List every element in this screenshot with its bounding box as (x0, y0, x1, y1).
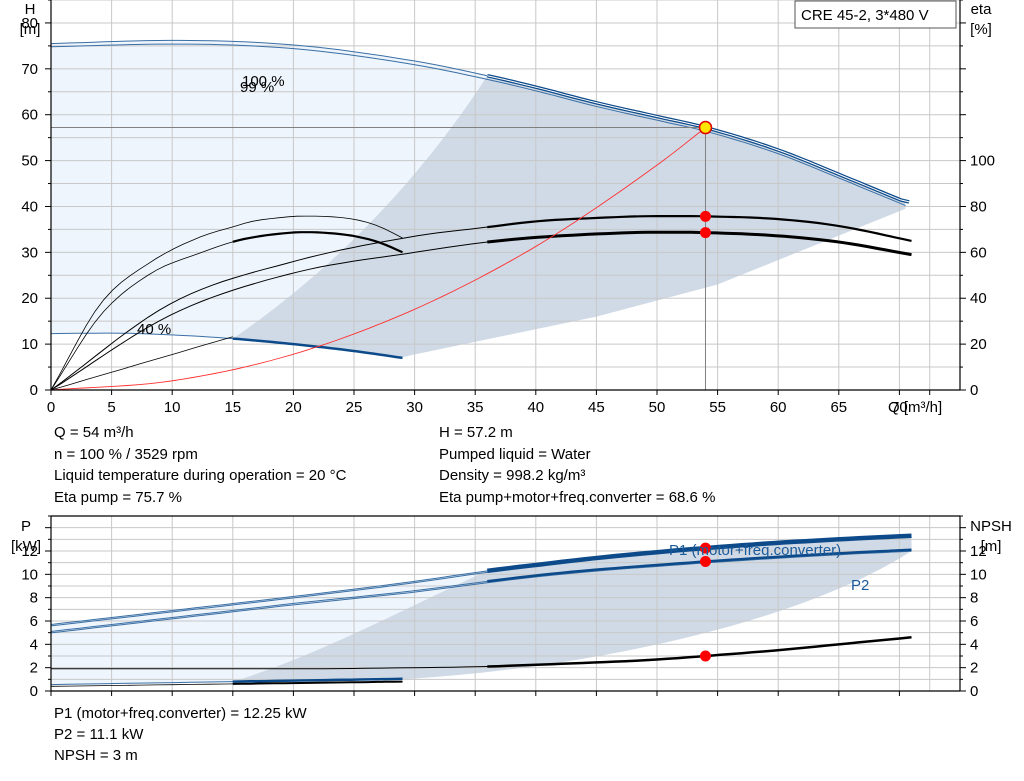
info-p1: P1 (motor+freq.converter) = 12.25 kW (54, 705, 307, 722)
info-q: Q = 54 m³/h (54, 424, 134, 441)
curve-eta-total-operating (487, 230, 912, 257)
operating-point-p1 (699, 542, 711, 554)
y-tick-label: 12 (21, 543, 38, 560)
info-temp: Liquid temperature during operation = 20… (54, 467, 347, 484)
curve-p1-40-operating (232, 677, 403, 683)
y-tick-label: 8 (30, 590, 38, 607)
operating-point-head (698, 120, 713, 135)
y2-tick-label: 4 (970, 636, 978, 653)
x-tick-label: 35 (467, 399, 484, 416)
y-left-label-h: H (25, 1, 36, 18)
curve-eta-edge (50, 336, 233, 391)
y-tick-label: 30 (21, 244, 38, 261)
info-eta-pump: Eta pump = 75.7 % (54, 489, 182, 506)
area-power-recommended (232, 535, 912, 682)
speed-label-40: 40 % (137, 321, 171, 338)
operating-point-p2 (699, 556, 711, 567)
y-tick-label: 50 (21, 153, 38, 170)
info-npsh: NPSH = 3 m (54, 747, 138, 764)
x-tick-label: 45 (588, 399, 605, 416)
y-tick-label: 6 (30, 613, 38, 630)
curve-p2-99 (50, 550, 912, 634)
curve-p1-operating (487, 533, 912, 574)
y2-tick-label: 6 (970, 613, 978, 630)
system-curve (50, 127, 706, 391)
x-tick-label: 40 (527, 399, 544, 416)
curve-npsh-operating (487, 636, 912, 668)
y-right-label-eta: eta (971, 1, 993, 18)
x-tick-label: 10 (164, 399, 181, 416)
info-p2: P2 = 11.1 kW (54, 726, 144, 743)
area-recommended-range (232, 75, 906, 357)
title-box (794, 0, 957, 29)
x-tick-label: 60 (770, 399, 787, 416)
y2-tick-label: 40 (970, 290, 987, 307)
operating-point-eta-total (699, 227, 711, 239)
info-liquid: Pumped liquid = Water (439, 446, 591, 463)
curve-100-percent-highlight (487, 75, 910, 203)
x-tick-label: 70 (891, 399, 908, 416)
x-axis-label: Q [m³/h] (888, 399, 942, 416)
curve-eta-total-40-operating (232, 231, 403, 254)
y-right-label-npsh-unit: [m] (981, 538, 1002, 555)
y-tick-label: 40 (21, 198, 38, 215)
x-tick-label: 50 (649, 399, 666, 416)
x-tick-label: 20 (285, 399, 302, 416)
title-box-text: CRE 45-2, 3*480 V (801, 7, 929, 24)
y2-tick-label: 0 (970, 382, 978, 399)
p2-curve-label: P2 (851, 577, 869, 594)
y-tick-label: 20 (21, 290, 38, 307)
y-tick-label: 10 (21, 336, 38, 353)
info-density: Density = 998.2 kg/m³ (439, 467, 586, 484)
x-tick-label: 25 (346, 399, 363, 416)
y-tick-label: 80 (21, 15, 38, 32)
y-tick-label: 2 (30, 660, 38, 677)
curve-p2-40-operating (232, 680, 403, 685)
y-right-label-npsh: NPSH (970, 518, 1012, 535)
y2-tick-label: 12 (970, 543, 987, 560)
y-right-label-eta-unit: [%] (970, 21, 992, 38)
curve-99-percent (50, 43, 906, 207)
y2-tick-label: 2 (970, 660, 978, 677)
y2-tick-label: 10 (970, 566, 987, 583)
y2-tick-label: 0 (970, 683, 978, 700)
x-tick-label: 15 (224, 399, 241, 416)
y-tick-label: 4 (30, 636, 38, 653)
y2-tick-label: 80 (970, 198, 987, 215)
x-tick-label: 30 (406, 399, 423, 416)
y-tick-label: 70 (21, 61, 38, 78)
y-tick-label: 0 (30, 683, 38, 700)
x-tick-label: 5 (107, 399, 115, 416)
info-n: n = 100 % / 3529 rpm (54, 446, 198, 463)
p1-curve-label: P1 (motor+freq.converter) (669, 542, 841, 559)
curve-eta-pump-40 (50, 215, 403, 391)
y2-tick-label: 20 (970, 336, 987, 353)
y2-tick-label: 8 (970, 590, 978, 607)
y2-tick-label: 60 (970, 244, 987, 261)
y-left-label-p-unit: [kW] (11, 538, 41, 555)
x-tick-label: 0 (47, 399, 55, 416)
x-tick-label: 55 (709, 399, 726, 416)
x-tick-label: 65 (830, 399, 847, 416)
info-eta-total: Eta pump+motor+freq.converter = 68.6 % (439, 489, 716, 506)
y-tick-label: 0 (30, 382, 38, 399)
speed-label-100: 100 % (242, 73, 285, 90)
y-left-label-p: P (21, 518, 31, 535)
curve-p2-operating (487, 548, 912, 583)
curve-eta-pump-operating (487, 215, 912, 242)
y-tick-label: 10 (21, 566, 38, 583)
operating-point-eta-pump (699, 210, 711, 222)
y-left-label-h-unit: [m] (20, 21, 41, 38)
y2-tick-label: 100 (970, 153, 995, 170)
speed-label-99: 99 % (240, 79, 274, 96)
y-tick-label: 60 (21, 107, 38, 124)
info-h: H = 57.2 m (439, 424, 513, 441)
operating-point-npsh (699, 650, 711, 662)
